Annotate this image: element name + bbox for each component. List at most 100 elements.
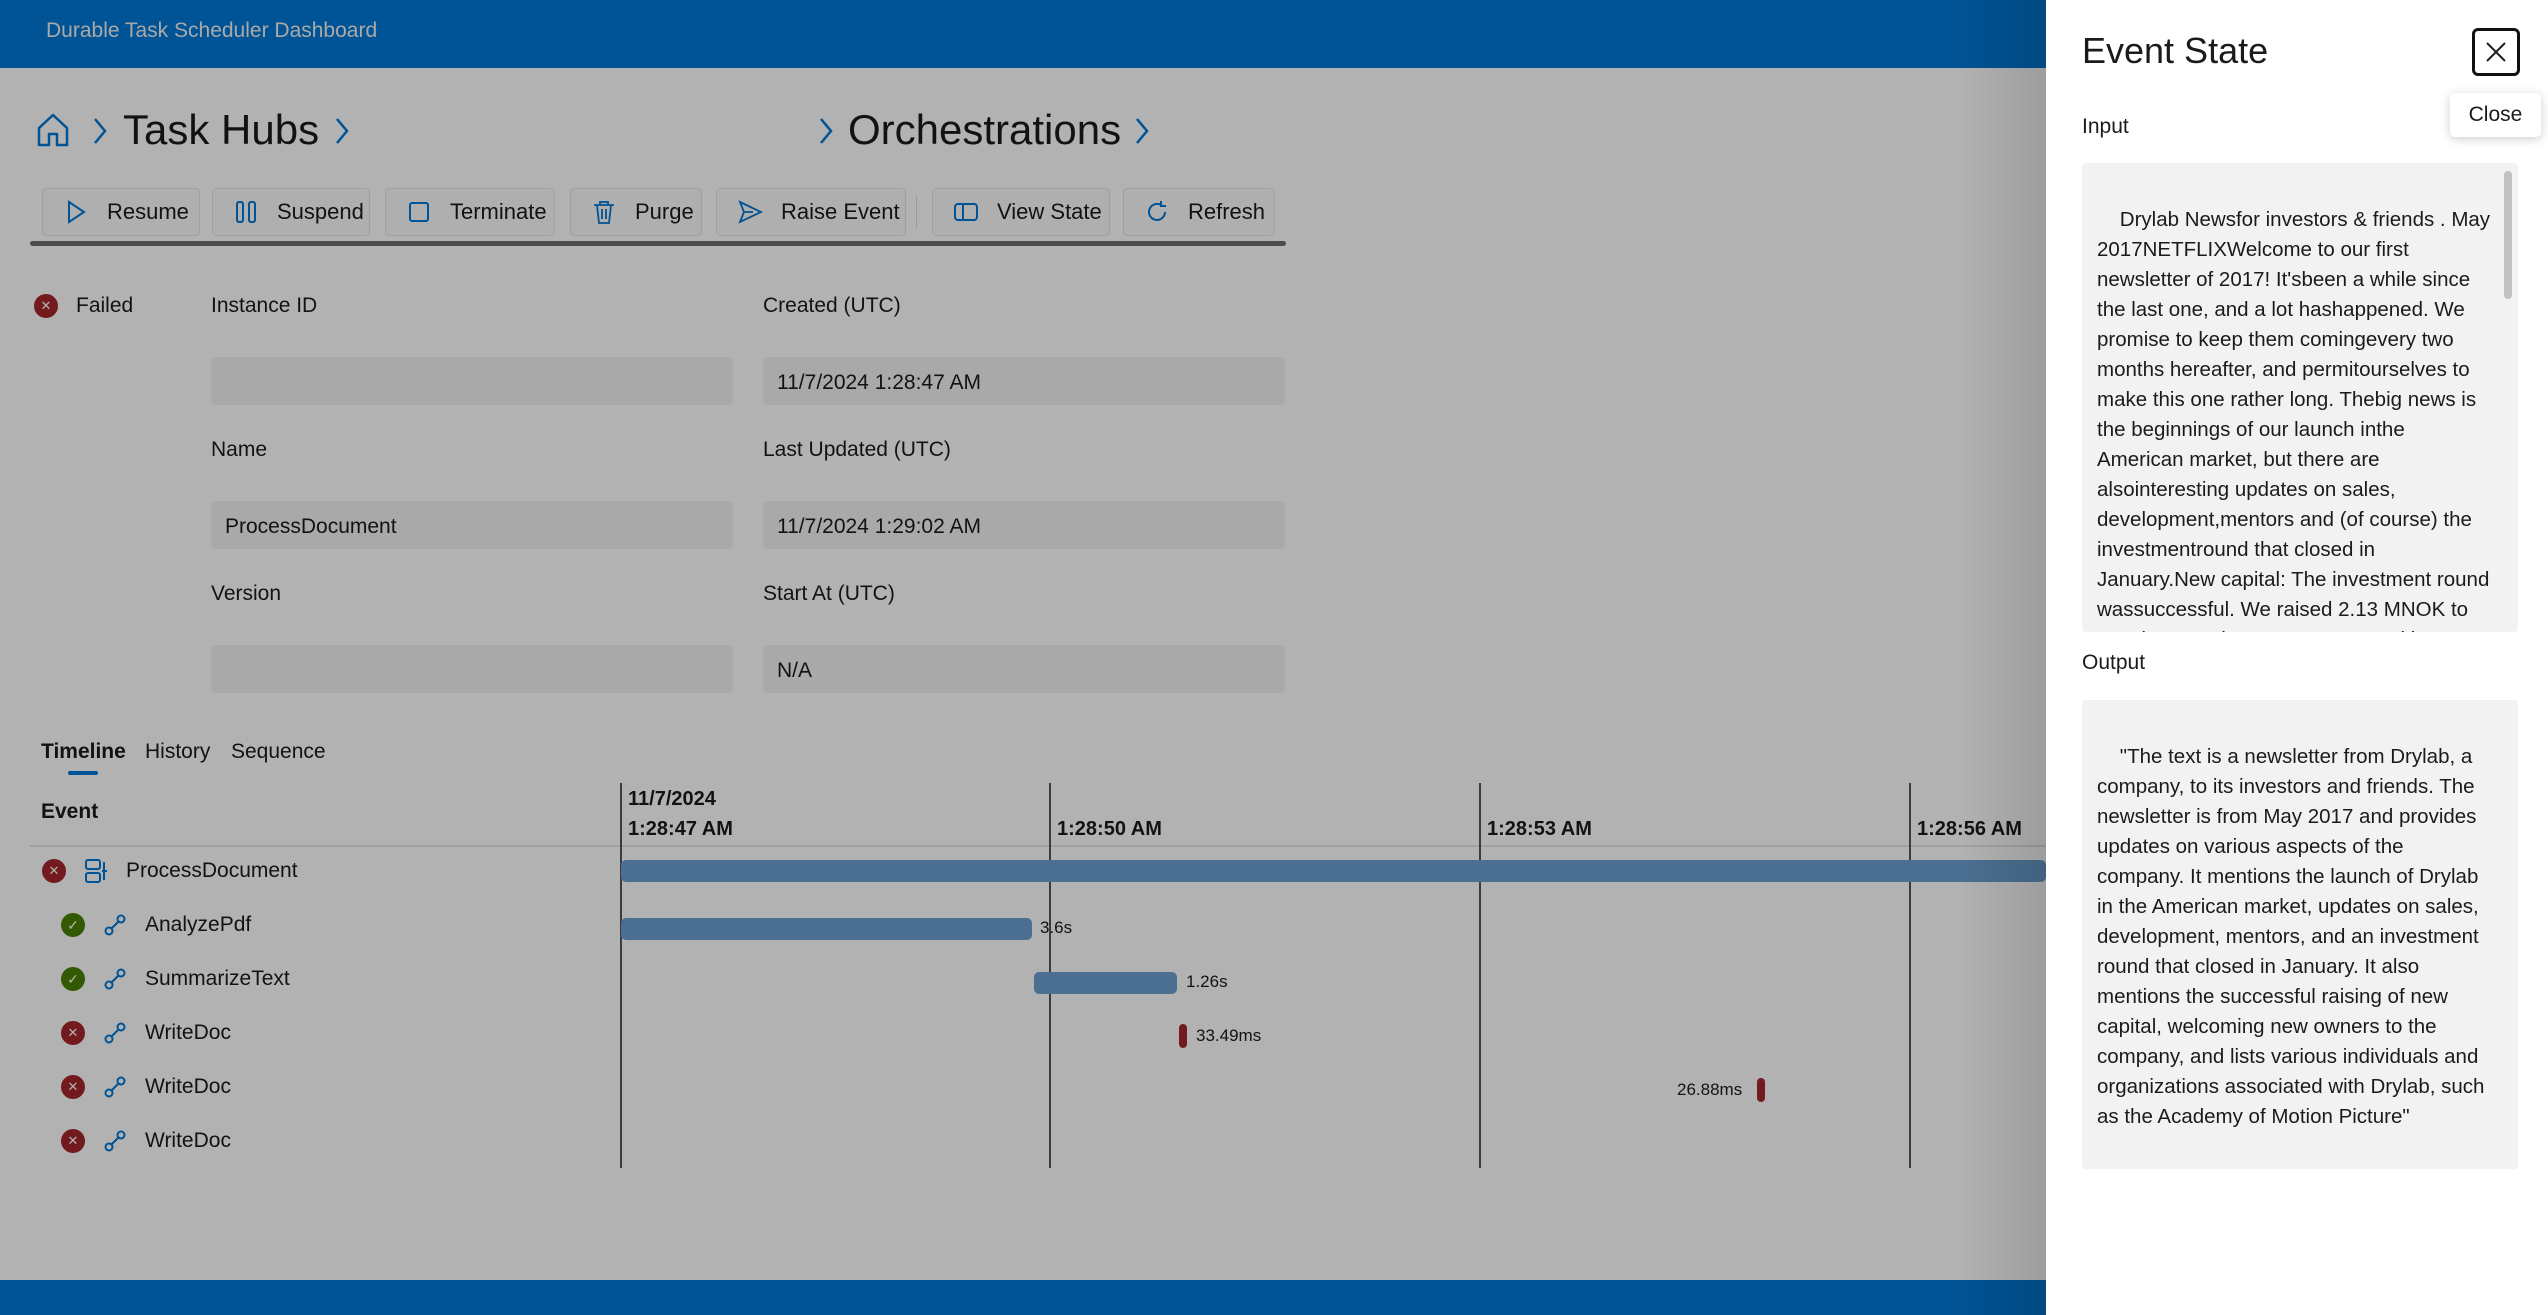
timeline-row[interactable]: ✕ WriteDoc bbox=[61, 1067, 231, 1107]
panel-title: Event State bbox=[2082, 30, 2269, 71]
active-tab-indicator bbox=[68, 771, 98, 775]
tab-history[interactable]: History bbox=[145, 740, 211, 763]
duration-label: 33.49ms bbox=[1196, 1026, 1262, 1045]
view-state-label: View State bbox=[997, 199, 1102, 224]
tick-label: 1:28:47 AM bbox=[628, 818, 733, 840]
completed-icon: ✓ bbox=[61, 913, 85, 937]
timeline-bar[interactable] bbox=[1179, 1024, 1187, 1048]
duration-label: 3.6s bbox=[1040, 918, 1073, 937]
input-textarea[interactable]: Drylab Newsfor investors & friends . May… bbox=[2082, 163, 2518, 632]
event-name: WriteDoc bbox=[145, 1021, 231, 1044]
event-name: WriteDoc bbox=[145, 1129, 231, 1152]
name-label: Name bbox=[211, 438, 268, 461]
activity-icon bbox=[104, 914, 126, 936]
terminate-label: Terminate bbox=[450, 199, 547, 224]
chevron-right-icon bbox=[820, 118, 833, 144]
version-label: Version bbox=[211, 582, 282, 605]
app-title: Durable Task Scheduler Dashboard bbox=[46, 19, 378, 42]
failed-icon: ✕ bbox=[34, 294, 58, 318]
trash-icon bbox=[594, 201, 614, 224]
close-tooltip: Close bbox=[2450, 93, 2541, 137]
event-column-header: Event bbox=[41, 800, 99, 823]
failed-icon: ✕ bbox=[61, 1129, 85, 1153]
created-label: Created (UTC) bbox=[763, 294, 901, 317]
scrollbar[interactable] bbox=[2504, 171, 2512, 299]
tick-label: 1:28:53 AM bbox=[1487, 818, 1592, 840]
refresh-button[interactable]: Refresh bbox=[1123, 188, 1275, 236]
activity-icon bbox=[104, 1076, 126, 1098]
start-at-label: Start At (UTC) bbox=[763, 582, 895, 605]
chevron-right-icon bbox=[336, 118, 349, 144]
gridline bbox=[1909, 783, 1911, 1168]
timeline-bar[interactable] bbox=[621, 918, 1032, 940]
status-badge: ✕ Failed bbox=[34, 294, 133, 318]
panel-icon bbox=[954, 203, 978, 221]
chevron-right-icon bbox=[94, 118, 107, 144]
close-icon bbox=[2486, 42, 2506, 62]
timeline-bar[interactable] bbox=[1757, 1078, 1765, 1102]
output-textarea[interactable]: "The text is a newsletter from Drylab, a… bbox=[2082, 700, 2518, 1169]
event-state-panel: Event State Close Input Drylab Newsfor i… bbox=[2046, 0, 2548, 1315]
output-text: "The text is a newsletter from Drylab, a… bbox=[2097, 745, 2491, 1128]
tick-label: 1:28:56 AM bbox=[1917, 818, 2022, 840]
tab-timeline[interactable]: Timeline bbox=[41, 740, 126, 763]
resume-label: Resume bbox=[107, 199, 189, 224]
completed-icon: ✓ bbox=[61, 967, 85, 991]
timeline-row[interactable]: ✓ SummarizeText bbox=[61, 959, 290, 999]
start-at-field[interactable]: N/A bbox=[763, 645, 1285, 693]
terminate-button[interactable]: Terminate bbox=[385, 188, 555, 236]
close-button[interactable] bbox=[2472, 28, 2520, 76]
raise-event-button[interactable]: Raise Event bbox=[716, 188, 906, 236]
send-icon bbox=[738, 200, 763, 224]
stop-icon bbox=[409, 202, 429, 222]
panel-shadow bbox=[1960, 0, 2046, 1315]
home-icon[interactable] bbox=[36, 112, 70, 148]
gridline bbox=[620, 783, 622, 1168]
event-name: AnalyzePdf bbox=[145, 913, 252, 936]
toolbar-divider bbox=[916, 196, 917, 228]
play-icon bbox=[68, 200, 86, 224]
refresh-label: Refresh bbox=[1188, 199, 1266, 224]
suspend-button[interactable]: Suspend bbox=[212, 188, 370, 236]
instance-id-field[interactable] bbox=[211, 357, 733, 405]
version-field[interactable] bbox=[211, 645, 733, 693]
raise-event-label: Raise Event bbox=[781, 199, 900, 224]
resume-button[interactable]: Resume bbox=[42, 188, 200, 236]
timeline-header-divider bbox=[30, 845, 2050, 847]
name-field[interactable]: ProcessDocument bbox=[211, 501, 733, 549]
purge-button[interactable]: Purge bbox=[570, 188, 702, 236]
chevron-right-icon bbox=[1136, 118, 1149, 144]
failed-icon: ✕ bbox=[61, 1075, 85, 1099]
view-state-button[interactable]: View State bbox=[932, 188, 1110, 236]
breadcrumb: Task Hubs Orchestrations bbox=[30, 98, 1940, 164]
timeline-row[interactable]: ✕ WriteDoc bbox=[61, 1121, 231, 1161]
toolbar-underline bbox=[30, 241, 1286, 246]
timeline-row[interactable]: ✕ ProcessDocument bbox=[42, 851, 298, 891]
activity-icon bbox=[104, 968, 126, 990]
created-field[interactable]: 11/7/2024 1:28:47 AM bbox=[763, 357, 1285, 405]
output-label: Output bbox=[2082, 651, 2146, 674]
modal-overlay[interactable] bbox=[0, 0, 2046, 1315]
input-label: Input bbox=[2082, 115, 2129, 138]
activity-icon bbox=[104, 1130, 126, 1152]
timeline-bar[interactable] bbox=[621, 860, 2046, 882]
tick-label: 1:28:50 AM bbox=[1057, 818, 1162, 840]
breadcrumb-orchestrations[interactable]: Orchestrations bbox=[848, 106, 1122, 153]
tab-sequence[interactable]: Sequence bbox=[231, 740, 326, 763]
breadcrumb-task-hubs[interactable]: Task Hubs bbox=[123, 106, 320, 153]
last-updated-label: Last Updated (UTC) bbox=[763, 438, 951, 461]
failed-icon: ✕ bbox=[61, 1021, 85, 1045]
event-name: ProcessDocument bbox=[126, 859, 298, 882]
timeline-bar[interactable] bbox=[1034, 972, 1177, 994]
duration-label: 26.88ms bbox=[1677, 1080, 1743, 1099]
timeline-row[interactable]: ✕ WriteDoc bbox=[61, 1013, 231, 1053]
input-text: Drylab Newsfor investors & friends . May… bbox=[2097, 208, 2491, 632]
refresh-icon bbox=[1148, 201, 1166, 221]
timeline-row[interactable]: ✓ AnalyzePdf bbox=[61, 905, 251, 945]
status-text: Failed bbox=[76, 294, 134, 317]
activity-icon bbox=[104, 1022, 126, 1044]
last-updated-field[interactable]: 11/7/2024 1:29:02 AM bbox=[763, 501, 1285, 549]
purge-label: Purge bbox=[635, 199, 694, 224]
event-name: WriteDoc bbox=[145, 1075, 231, 1098]
instance-id-label: Instance ID bbox=[211, 294, 318, 317]
